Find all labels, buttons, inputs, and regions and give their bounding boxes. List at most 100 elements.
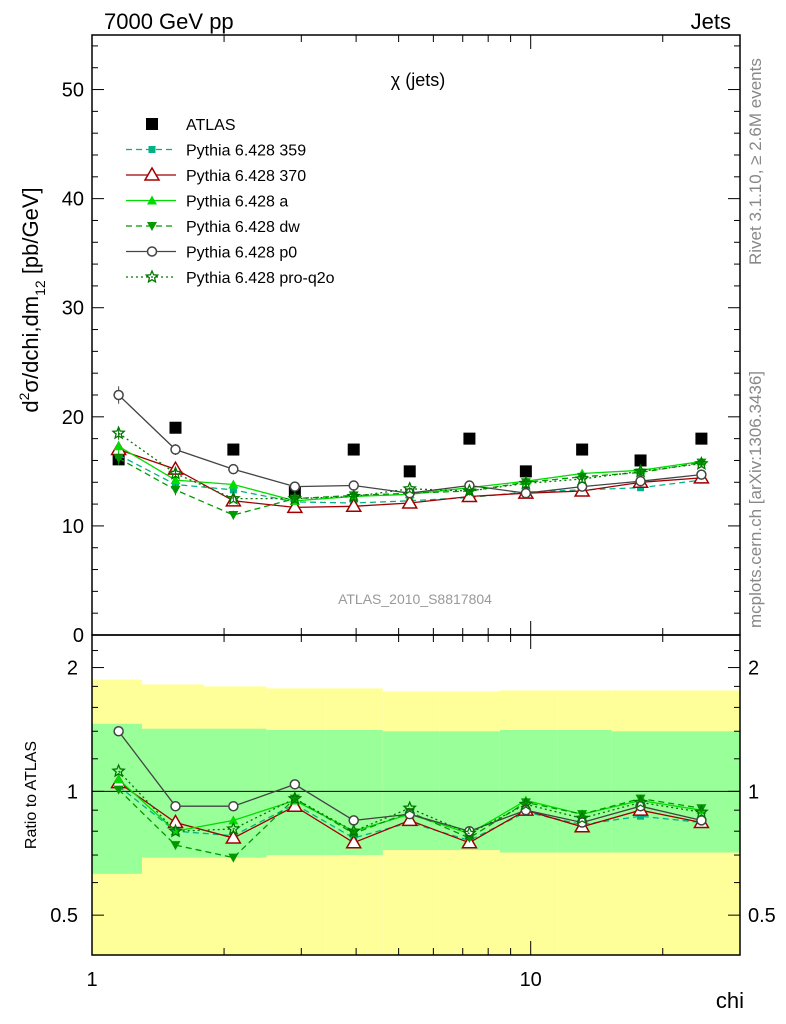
data-point <box>170 475 181 485</box>
ratio-data-point <box>287 790 303 805</box>
legend-item-pythia-6-428-pro-q2o: Pythia 6.428 pro-q2o <box>126 269 335 287</box>
main-y-tick-label: 30 <box>62 298 84 320</box>
legend-label: Pythia 6.428 a <box>186 194 288 211</box>
ratio-data-point <box>402 800 418 815</box>
x-tick-label: 1 <box>86 969 97 991</box>
ratio-y-tick-label: 2 <box>67 658 78 680</box>
legend-label: ATLAS <box>186 117 236 134</box>
ratio-data-point <box>635 794 646 804</box>
ratio-y-tick-label-right: 0.5 <box>748 905 776 927</box>
legend-marker <box>144 269 160 284</box>
data-point <box>519 465 532 478</box>
data-point <box>462 483 477 498</box>
ratio-data-point <box>462 825 477 840</box>
data-point <box>346 488 362 503</box>
x-axis-label: chi <box>716 988 744 1013</box>
mcplots-label: mcplots.cern.ch [arXiv:1306.3436] <box>746 371 765 628</box>
data-point <box>463 432 476 445</box>
ratio-data-point <box>113 774 124 784</box>
ratio-y-tick-label: 1 <box>67 781 78 803</box>
ratio-data-point <box>577 810 588 820</box>
series-line <box>118 432 702 500</box>
ratio-data-point <box>637 812 645 820</box>
data-point <box>348 480 359 491</box>
main-y-tick-label: 20 <box>62 407 84 429</box>
legend-label: Pythia 6.428 p0 <box>186 245 297 262</box>
data-point <box>696 469 707 480</box>
data-point <box>345 497 363 513</box>
data-point <box>289 481 301 492</box>
ratio-data-point <box>346 823 362 838</box>
plot-title: χ (jets) <box>391 70 445 90</box>
legend-item-pythia-6-428-p0: Pythia 6.428 p0 <box>126 245 297 262</box>
ratio-data-point <box>348 815 359 826</box>
uncertainty-band-inner <box>611 731 668 853</box>
data-point <box>228 463 239 475</box>
data-point <box>403 465 416 478</box>
data-point <box>401 494 419 509</box>
ratio-data-point <box>633 794 648 809</box>
ratio-data-point <box>170 841 181 851</box>
data-point <box>633 463 648 478</box>
data-point <box>168 465 183 480</box>
ratio-data-point <box>574 810 590 825</box>
main-ylabel: d2σ/dchi,dm12 [pb/GeV] <box>16 187 48 412</box>
main-y-tick-label: 40 <box>62 189 84 211</box>
legend-item-pythia-6-428-370: Pythia 6.428 370 <box>126 166 306 185</box>
ratio-data-point <box>289 779 301 790</box>
data-point <box>111 425 126 440</box>
legend-marker <box>146 118 158 130</box>
data-point <box>347 443 360 456</box>
data-point <box>228 511 239 520</box>
ratio-data-point <box>518 796 534 811</box>
main-y-tick-label: 10 <box>62 516 84 538</box>
legend-label: Pythia 6.428 370 <box>186 168 306 185</box>
data-point <box>113 441 124 451</box>
ratio-data-point <box>696 804 707 814</box>
data-point <box>287 490 303 505</box>
data-point <box>113 454 124 464</box>
analysis-label: ATLAS_2010_S8817804 <box>338 591 492 607</box>
ratio-data-point <box>170 800 181 812</box>
data-point <box>286 498 304 514</box>
series-pythia-6-428-370 <box>110 441 710 514</box>
data-point <box>170 444 181 455</box>
ratio-y-tick-label-right: 2 <box>748 658 759 680</box>
legend-marker <box>146 246 158 257</box>
ratio-data-point <box>228 800 239 812</box>
series-pythia-6-428-pro-q2o <box>111 425 709 505</box>
legend-label: Pythia 6.428 359 <box>186 143 306 160</box>
data-point <box>225 490 241 505</box>
ratio-data-point <box>520 798 531 808</box>
ratio-data-point <box>228 815 239 825</box>
main-y-tick-label: 50 <box>62 80 84 102</box>
data-point <box>227 443 240 456</box>
category-label: Jets <box>691 9 731 34</box>
ratio-series-pythia-6-428-pro-q2o <box>111 763 709 840</box>
series-pythia-6-428-p0 <box>113 386 707 499</box>
data-point <box>635 475 646 487</box>
data-point <box>518 475 534 490</box>
data-point <box>170 485 181 495</box>
legend: ATLAS Pythia 6.428 359 Pythia 6.428 370 Pyt… <box>126 117 335 287</box>
main-panel: 0 10 20 30 40 50 χ (jets) ATLAS_2010_S8817804… <box>62 34 741 647</box>
data-point <box>520 487 532 499</box>
svg-text:d2σ/dchi,dm12 [pb/GeV]: d2σ/dchi,dm12 [pb/GeV] <box>16 187 48 412</box>
ratio-data-point <box>345 834 363 849</box>
ratio-data-point <box>696 815 707 826</box>
uncertainty-band-inner <box>382 731 440 851</box>
legend-item-pythia-6-428-a: Pythia 6.428 a <box>126 194 288 211</box>
data-point <box>113 389 124 401</box>
uncertainty-band-inner <box>141 728 204 858</box>
uncertainty-band-inner <box>667 731 740 853</box>
uncertainty-band-inner <box>266 729 326 856</box>
ratio-panel-frame <box>91 634 741 956</box>
ratio-data-point <box>113 726 124 737</box>
x-tick-label: 10 <box>520 969 542 991</box>
rivet-version-label: Rivet 3.1.10, ≥ 2.6M events <box>746 58 765 265</box>
main-y-tick-label: 0 <box>73 625 84 647</box>
ratio-y-tick-label-right: 1 <box>748 781 759 803</box>
legend-marker <box>148 146 156 153</box>
ratio-series-line <box>118 770 702 835</box>
